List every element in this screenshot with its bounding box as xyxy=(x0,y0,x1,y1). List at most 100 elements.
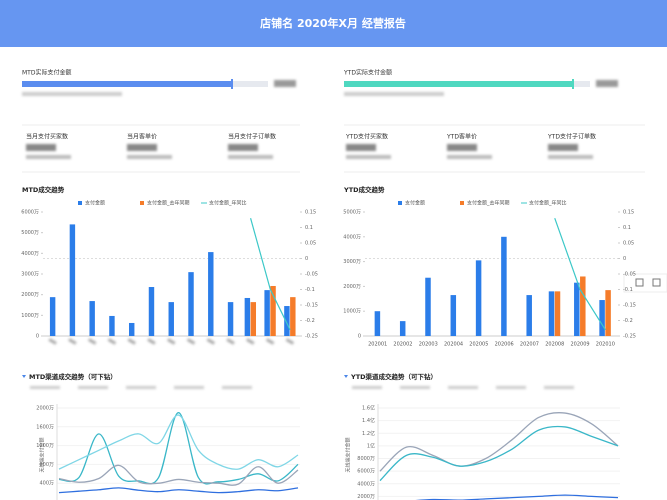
blurred-note xyxy=(447,155,492,159)
bar xyxy=(605,290,611,336)
bar xyxy=(168,302,174,336)
blurred-legend xyxy=(126,386,156,389)
y-tick-label: 1.4亿 xyxy=(362,417,375,424)
legend-swatch xyxy=(78,201,82,205)
blurred-x-label xyxy=(246,338,255,345)
title-icon xyxy=(22,375,26,378)
bar xyxy=(501,236,507,336)
y-tick-label: 6000万 xyxy=(21,210,39,216)
y-tick-label: 2000万 xyxy=(343,284,361,290)
series-line xyxy=(58,464,299,486)
bar xyxy=(554,291,561,336)
bar xyxy=(109,315,115,336)
y2-tick-label: -0.25 xyxy=(305,334,318,340)
chart-title: MTD成交趋势 xyxy=(22,185,65,194)
yoy-line xyxy=(554,217,606,331)
chart-title: YTD成交趋势 xyxy=(343,185,385,194)
y-tick-label: 1600万 xyxy=(36,424,54,430)
y2-tick-label: -0.1 xyxy=(305,287,315,293)
blurred-value xyxy=(346,144,376,151)
y-tick-label: 5000万 xyxy=(343,210,361,216)
header-bar xyxy=(0,0,667,47)
bar xyxy=(208,252,214,336)
y2-tick-label: -0.1 xyxy=(623,287,633,293)
x-tick-label: 202007 xyxy=(520,342,539,348)
series-line xyxy=(379,412,619,472)
bar xyxy=(227,302,234,336)
legend-label: 支付金额_去年同期 xyxy=(467,200,510,207)
y-axis-label: 无线端支付金额 xyxy=(345,437,352,472)
bar xyxy=(526,295,532,336)
y-tick-label: 1.2亿 xyxy=(362,430,375,437)
bar xyxy=(69,224,76,336)
y2-tick-label: -0.15 xyxy=(623,303,636,309)
blurred-x-label xyxy=(226,338,235,345)
title-icon xyxy=(344,375,348,378)
series-line xyxy=(58,414,299,470)
yoy-line xyxy=(249,218,291,331)
bar xyxy=(574,282,580,336)
toolbar-icon[interactable] xyxy=(635,278,644,287)
blurred-x-label xyxy=(147,338,156,345)
kpi-label: YTD支付子订单数 xyxy=(547,133,596,141)
x-tick-label: 202002 xyxy=(393,342,412,348)
blurred-x-label xyxy=(206,338,216,345)
y-tick-label: 3000万 xyxy=(21,272,39,278)
bar xyxy=(89,301,95,336)
legend-label: 支付金额 xyxy=(405,200,425,207)
y-tick-label: 2000万 xyxy=(21,292,39,298)
y-tick-label: 8000万 xyxy=(357,456,375,462)
kpi-label: 当月客单价 xyxy=(127,133,157,141)
x-tick-label: 202006 xyxy=(495,342,514,348)
blurred-note xyxy=(26,155,71,159)
y2-tick-label: 0.15 xyxy=(623,210,634,216)
blurred-note xyxy=(228,155,273,159)
bar xyxy=(264,290,270,336)
legend-label: 支付金额 xyxy=(85,200,105,207)
chart-title: YTD渠道成交趋势（可下钻） xyxy=(350,372,437,381)
blurred-x-label xyxy=(68,338,77,345)
x-tick-label: 202004 xyxy=(444,342,463,348)
blurred-legend xyxy=(496,386,526,389)
legend-swatch xyxy=(398,201,402,205)
blurred-x-label xyxy=(48,338,57,345)
legend-label: 支付金额_年同比 xyxy=(209,200,247,207)
blurred-x-label xyxy=(107,338,117,345)
page-title: 店铺名 2020年X月 经营报告 xyxy=(260,16,406,30)
blurred-legend xyxy=(544,386,574,389)
progress-marker xyxy=(572,79,574,89)
blurred-note xyxy=(548,155,593,159)
y-tick-label: 2000万 xyxy=(36,406,54,412)
y2-tick-label: -0.05 xyxy=(623,272,636,278)
blurred-value xyxy=(26,144,56,151)
y2-tick-label: 0 xyxy=(623,256,626,262)
legend-label: 支付金额_年同比 xyxy=(529,200,567,207)
blurred-x-label xyxy=(186,338,196,345)
blurred-legend xyxy=(30,386,60,389)
blurred-value xyxy=(274,80,296,87)
y2-tick-label: 0.05 xyxy=(305,241,316,247)
bar xyxy=(250,302,257,336)
y2-tick-label: -0.25 xyxy=(623,334,636,340)
blurred-note xyxy=(22,92,122,96)
y2-tick-label: 0.05 xyxy=(623,241,634,247)
y-tick-label: 400万 xyxy=(39,481,54,487)
blurred-x-label xyxy=(167,338,176,345)
bar xyxy=(290,297,296,336)
bar xyxy=(548,291,555,336)
series-line xyxy=(379,425,619,482)
y-tick-label: 3000万 xyxy=(343,259,361,265)
x-tick-label: 202005 xyxy=(469,342,488,348)
y-tick-label: 4000万 xyxy=(343,234,361,240)
kpi-label: 当月支付子订单数 xyxy=(228,133,276,141)
bar xyxy=(148,287,155,336)
x-tick-label: 202009 xyxy=(571,342,590,348)
toolbar-icon[interactable] xyxy=(652,278,661,287)
y2-tick-label: 0 xyxy=(305,256,308,262)
y-tick-label: 5000万 xyxy=(21,230,39,236)
blurred-legend xyxy=(174,386,204,389)
x-tick-label: 202001 xyxy=(368,342,387,348)
blurred-value xyxy=(447,144,477,151)
side-toolbar xyxy=(623,273,667,293)
y2-tick-label: -0.2 xyxy=(305,318,315,324)
